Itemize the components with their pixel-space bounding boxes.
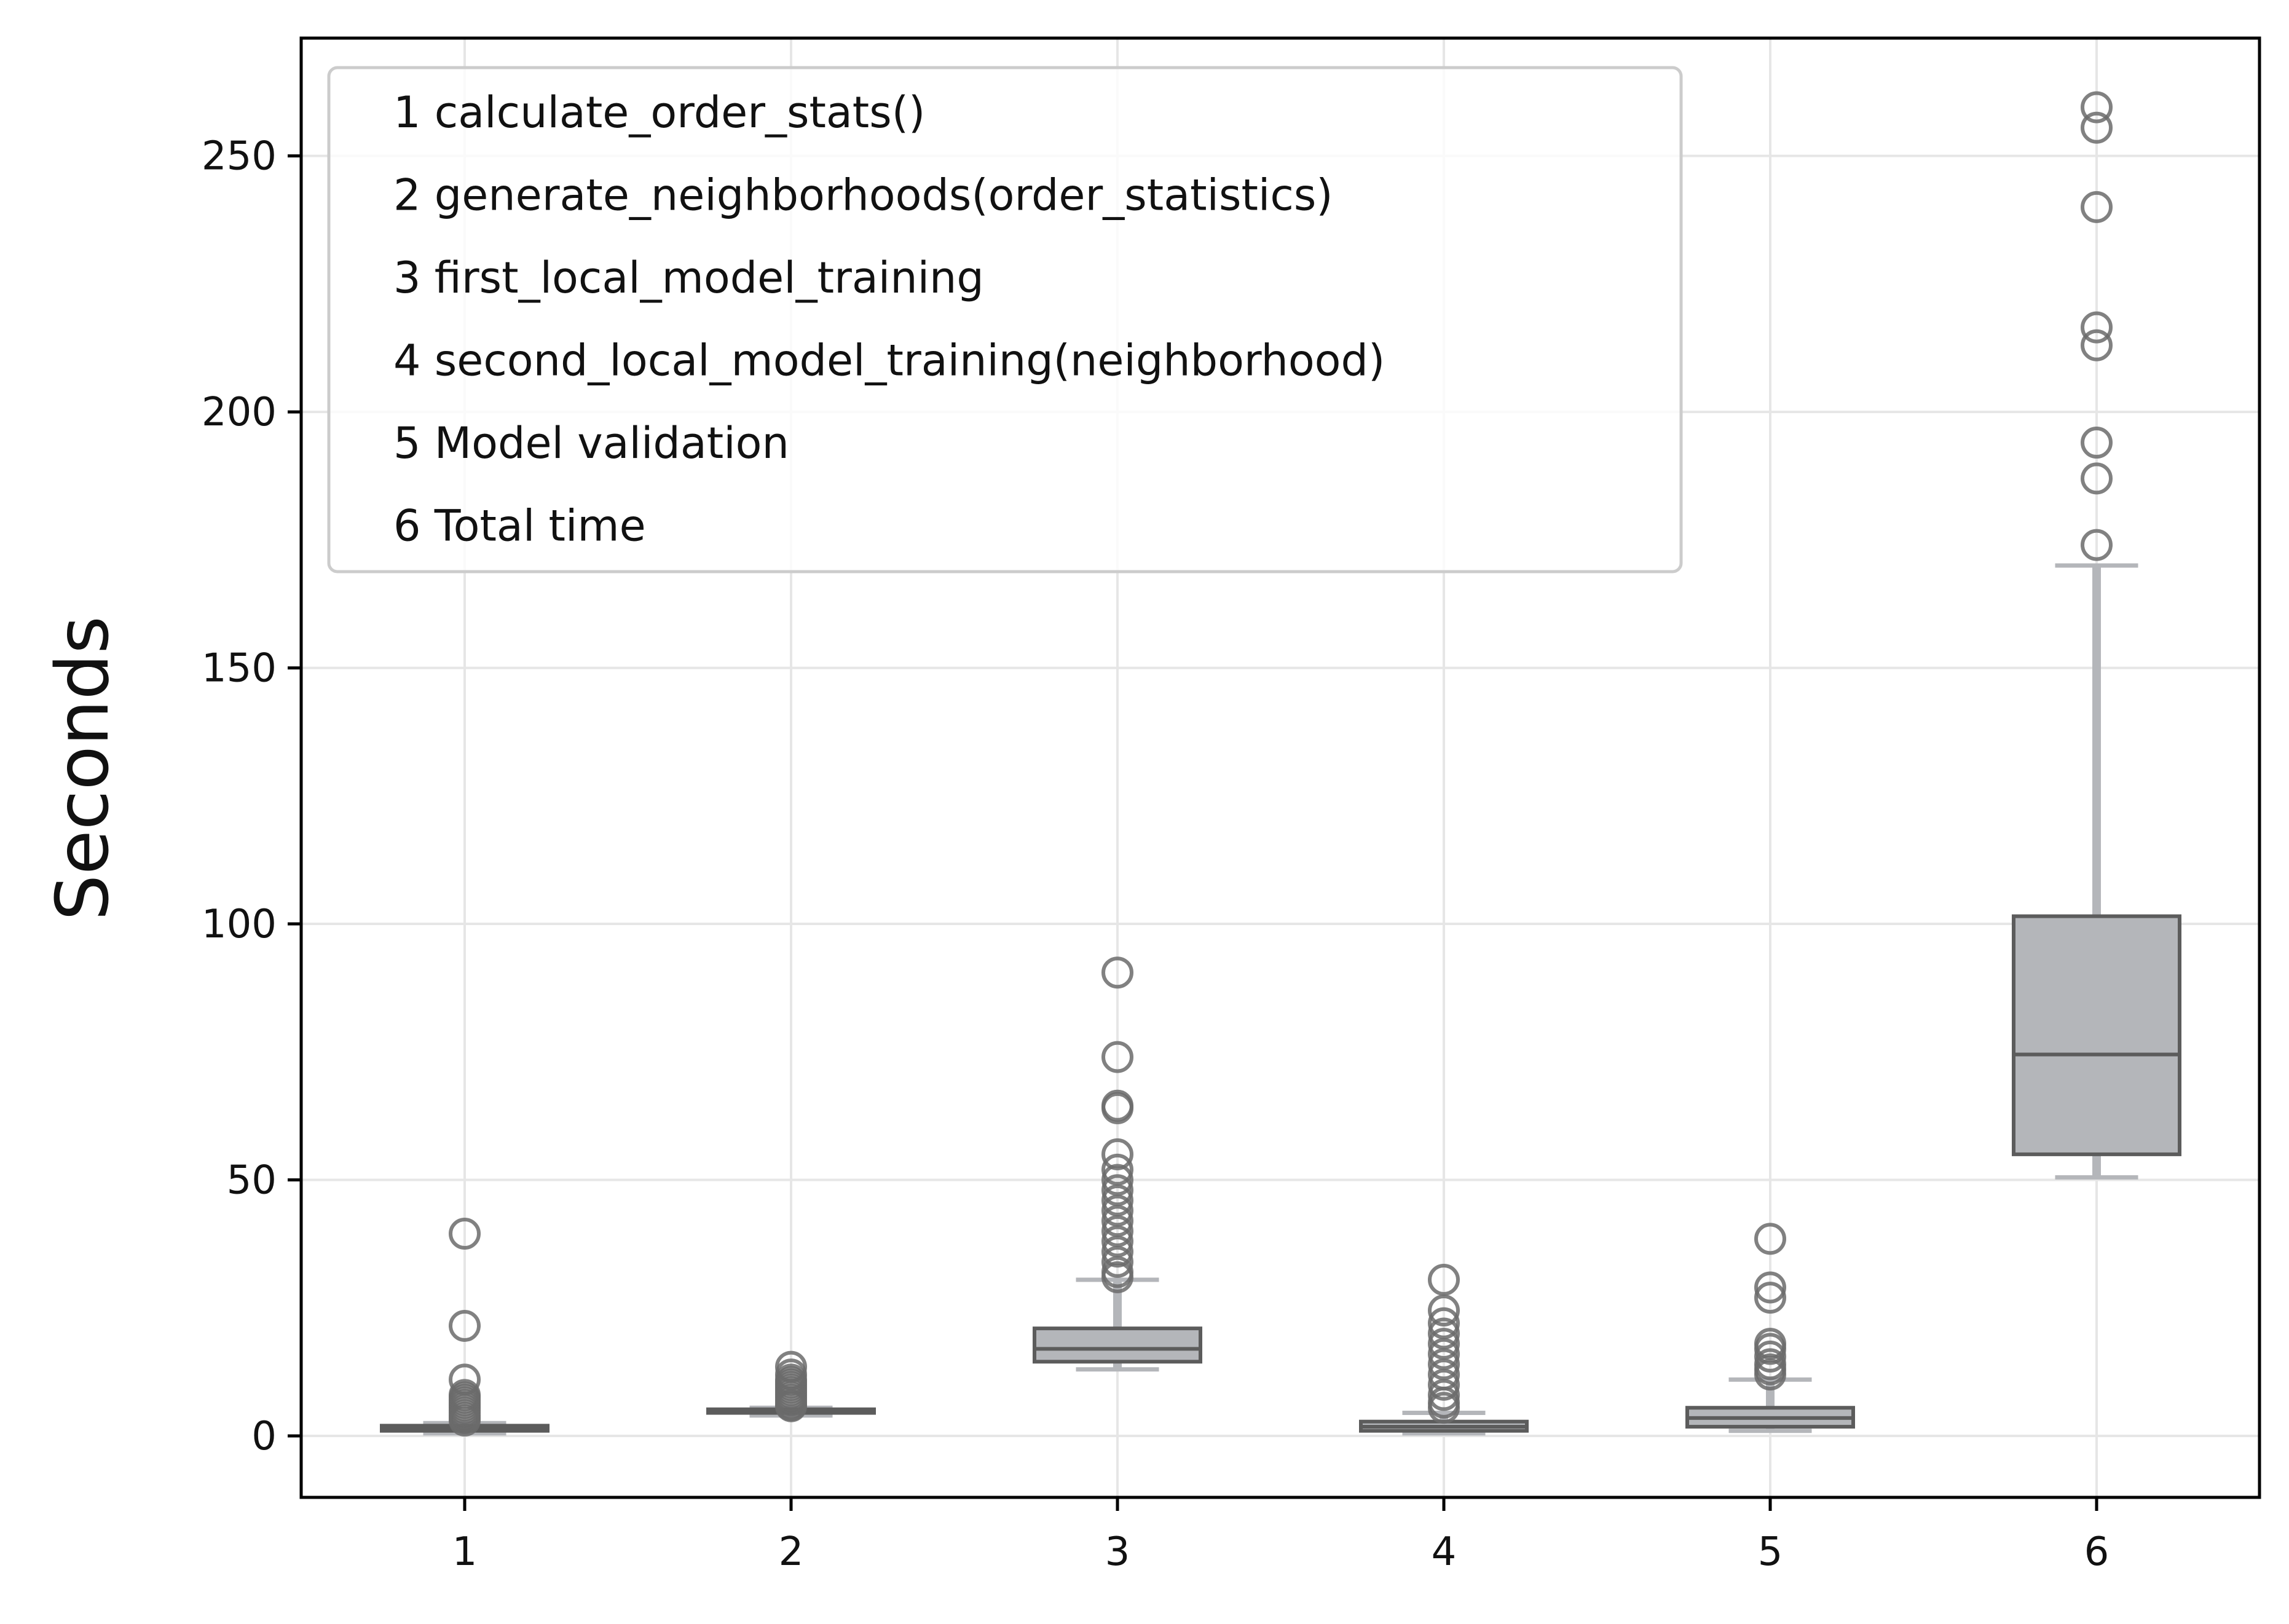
outlier-point (1101, 1138, 1133, 1170)
outlier-point (1101, 1215, 1133, 1247)
outlier-point (1101, 1041, 1133, 1073)
outlier-point (1428, 1263, 1460, 1296)
outlier-point (1754, 1358, 1786, 1391)
y-tick-label: 200 (202, 390, 277, 435)
box-plots (380, 91, 2181, 1437)
outlier-point (1101, 1261, 1133, 1293)
legend-entry: 1 calculate_order_stats() (393, 87, 925, 138)
box-body (1033, 1326, 1202, 1364)
box-group-6 (2012, 91, 2181, 1180)
legend-entry: 5 Model validation (393, 418, 789, 468)
outlier-point (1428, 1338, 1460, 1370)
outlier-point (2081, 91, 2113, 124)
outlier-point (2081, 529, 2113, 561)
outlier-point (449, 1405, 481, 1437)
y-tick-label: 250 (202, 134, 277, 179)
legend-entry: 6 Total time (393, 501, 646, 551)
outlier-point (1101, 1225, 1133, 1258)
x-tick-label: 6 (2084, 1529, 2110, 1575)
y-axis: 0 50 100 150 200 250 (202, 134, 301, 1459)
outlier-point (1101, 1184, 1133, 1216)
legend-entry: 4 second_local_model_training(neighborho… (393, 336, 1385, 386)
outlier-point (1101, 1245, 1133, 1278)
outlier-point (1428, 1294, 1460, 1326)
outlier-point (775, 1390, 807, 1422)
outlier-point (1428, 1392, 1460, 1424)
outlier-point (1428, 1379, 1460, 1411)
box-group-1 (380, 1218, 550, 1437)
outlier-point (1101, 956, 1133, 989)
x-tick-label: 2 (779, 1529, 804, 1575)
legend-entry: 3 first_local_model_training (393, 253, 984, 303)
box-group-2 (706, 1350, 876, 1422)
box-body (2012, 914, 2181, 1156)
outlier-point (2081, 427, 2113, 459)
box-group-4 (1359, 1263, 1529, 1436)
outlier-point (1428, 1328, 1460, 1360)
outlier-point (1754, 1223, 1786, 1255)
outlier-point (1754, 1340, 1786, 1373)
outlier-point (2081, 311, 2113, 344)
legend-entry: 2 generate_neighborhoods(order_statistic… (393, 170, 1333, 221)
outlier-point (1101, 1153, 1133, 1186)
outlier-point (1428, 1317, 1460, 1350)
x-tick-label: 4 (1432, 1529, 1457, 1575)
x-tick-label: 1 (452, 1529, 478, 1575)
plot-frame (299, 36, 2261, 1499)
outlier-point (1428, 1307, 1460, 1339)
y-tick-label: 100 (202, 902, 277, 947)
outlier-point (1754, 1333, 1786, 1365)
x-tick-label: 5 (1758, 1529, 1783, 1575)
outlier-point (1428, 1348, 1460, 1381)
box-group-3 (1033, 956, 1202, 1372)
outlier-point (1101, 1164, 1133, 1196)
y-axis-label: Seconds (40, 616, 125, 921)
legend-box (327, 66, 1683, 574)
legend: 1 calculate_order_stats() 2 generate_neig… (327, 66, 1683, 574)
outlier-point (1754, 1271, 1786, 1304)
y-tick-label: 0 (251, 1414, 277, 1459)
outlier-point (449, 1218, 481, 1250)
x-axis: 1 2 3 4 5 6 (452, 1497, 2110, 1575)
x-tick-label: 3 (1105, 1529, 1130, 1575)
outlier-point (1428, 1368, 1460, 1401)
outlier-point (1754, 1282, 1786, 1314)
y-tick-label: 50 (227, 1158, 277, 1204)
outlier-point (2081, 111, 2113, 144)
outlier-point (2081, 191, 2113, 223)
outlier-point (1101, 1236, 1133, 1268)
box-group-5 (1685, 1223, 1855, 1433)
outlier-point (1101, 1092, 1133, 1124)
outlier-point (1101, 1205, 1133, 1237)
y-tick-label: 150 (202, 646, 277, 692)
outlier-point (2081, 329, 2113, 361)
outlier-point (449, 1309, 481, 1342)
outlier-point (2081, 462, 2113, 495)
outlier-point (1101, 1194, 1133, 1227)
outlier-point (1101, 1174, 1133, 1207)
